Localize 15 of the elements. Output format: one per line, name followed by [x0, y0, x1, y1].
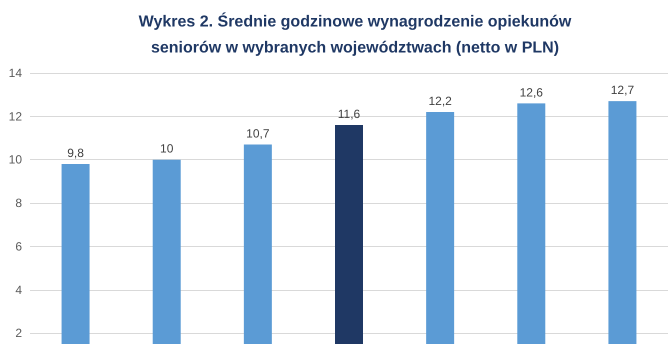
y-tick-label: 10: [8, 152, 22, 167]
data-label: 12,7: [610, 83, 634, 98]
y-tick-label: 8: [15, 196, 22, 210]
data-label: 12,2: [428, 94, 452, 108]
data-label: 10: [160, 142, 174, 156]
y-tick-label: 6: [15, 239, 22, 254]
data-label: 12,6: [520, 85, 544, 100]
y-tick-label: 4: [15, 282, 22, 297]
chart-title: Wykres 2. Średnie godzinowe wynagrodzenie opiekunów seniorów w wybranych województwach (netto w PLN): [138, 12, 572, 56]
data-label: 9,8: [67, 146, 84, 160]
y-tick-label: 2: [15, 326, 22, 340]
y-tick-label: 12: [8, 109, 22, 124]
data-label: 10,7: [246, 126, 270, 141]
y-tick-label: 14: [8, 66, 22, 80]
data-label: 11,6: [338, 107, 361, 122]
